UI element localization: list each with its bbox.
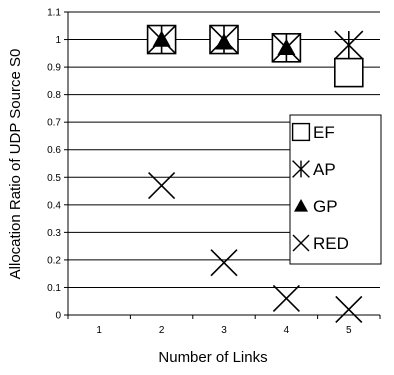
red-point-2 xyxy=(272,284,300,313)
legend-marker-gp xyxy=(294,199,308,212)
legend-label-gp: GP xyxy=(313,197,338,216)
data-points xyxy=(146,24,364,324)
y-tick-label: 1.1 xyxy=(47,8,61,19)
ap-point-3 xyxy=(334,30,364,60)
y-tick-label: 0.7 xyxy=(47,118,61,129)
ef-point-3 xyxy=(333,57,364,88)
series-ef xyxy=(146,24,364,88)
y-tick-label: 0.5 xyxy=(47,173,61,184)
grid-lines xyxy=(68,11,380,288)
x-tick-label: 4 xyxy=(284,325,290,336)
y-tick-label: 0.9 xyxy=(47,63,61,74)
gp-point-0 xyxy=(152,30,171,47)
legend-label-ap: AP xyxy=(313,160,336,179)
y-tick-label: 0.3 xyxy=(47,228,61,239)
y-tick-label: 1 xyxy=(55,35,61,46)
series-red xyxy=(148,171,363,324)
x-tick-label: 2 xyxy=(159,325,165,336)
series-ap xyxy=(147,24,364,63)
legend-marker-ap xyxy=(292,160,310,178)
gp-point-1 xyxy=(215,33,233,50)
y-tick-label: 0.1 xyxy=(47,283,61,294)
red-point-0 xyxy=(148,171,176,200)
legend-label-ef: EF xyxy=(313,123,335,142)
gp-point-2 xyxy=(277,38,296,56)
x-tick-labels: 1 2 3 4 5 xyxy=(96,325,352,336)
y-tick-labels: 0 0.1 0.2 0.3 0.4 0.5 0.6 0.7 0.8 0.9 1 1.1 xyxy=(47,8,61,322)
y-axis-title: Allocation Ratio of UDP Source S0 xyxy=(7,49,24,280)
red-point-3 xyxy=(335,295,363,324)
x-axis-title: Number of Links xyxy=(158,349,267,366)
y-tick-label: 0.4 xyxy=(47,200,61,211)
y-tick-label: 0 xyxy=(55,311,61,322)
y-tick-label: 0.2 xyxy=(47,255,61,266)
legend-marker-ef xyxy=(291,122,311,142)
y-tick-label: 0.6 xyxy=(47,145,61,156)
axes xyxy=(64,11,381,319)
legend-label-red: RED xyxy=(313,234,349,253)
y-tick-label: 0.8 xyxy=(47,90,61,101)
series-gp xyxy=(152,30,296,56)
red-point-1 xyxy=(210,249,238,277)
x-tick-label: 5 xyxy=(346,325,352,336)
legend: EF AP GP RED xyxy=(289,114,382,265)
x-tick-label: 3 xyxy=(221,325,227,336)
x-tick-label: 1 xyxy=(96,325,102,336)
legend-marker-red xyxy=(292,234,310,252)
